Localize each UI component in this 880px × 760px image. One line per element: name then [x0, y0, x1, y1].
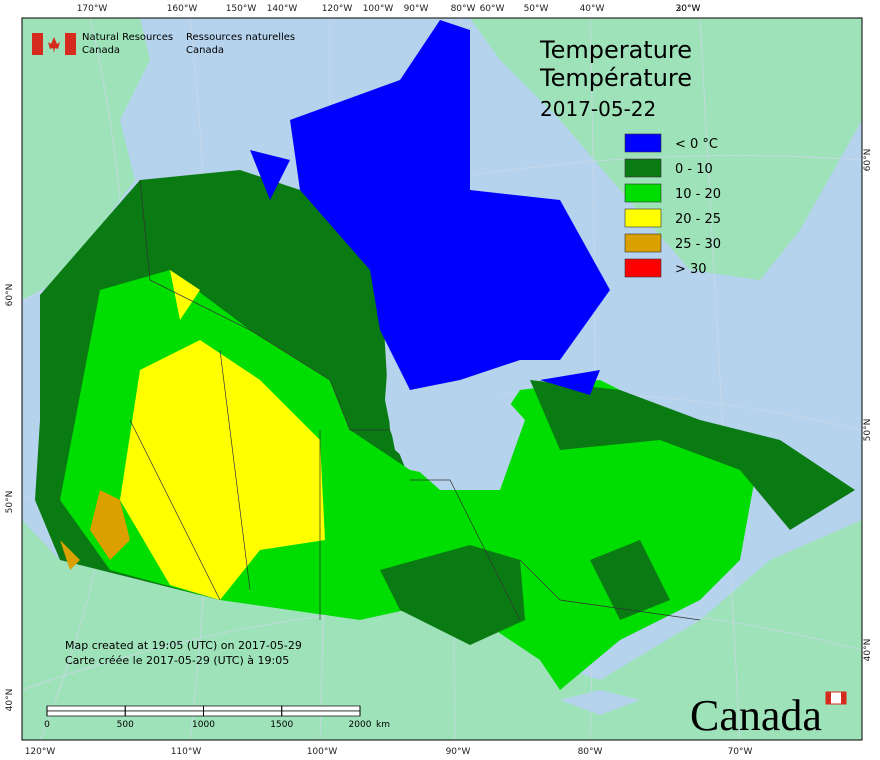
map-title: 2017-05-22: [540, 97, 656, 121]
legend-label: < 0 °C: [675, 137, 718, 152]
lon-label: 100°W: [307, 747, 338, 757]
zone-below-0: [250, 20, 610, 395]
lat-label: 50°N: [5, 491, 15, 514]
agency-en: Canada: [82, 45, 120, 56]
lon-label: 170°W: [77, 4, 108, 14]
lon-label: 110°W: [171, 747, 202, 757]
scale-segment: [203, 710, 283, 717]
legend-label: 0 - 10: [675, 162, 713, 177]
map-title: Température: [539, 64, 692, 92]
alaska: [22, 18, 150, 300]
agency-fr: Ressources naturelles: [186, 32, 295, 43]
lon-label: 80°W: [578, 747, 603, 757]
wordmark-flag: [826, 692, 831, 704]
lon-label: 30°W: [676, 4, 701, 14]
scale-label: 1000: [192, 720, 215, 730]
lon-label: 160°W: [167, 4, 198, 14]
maple-leaf: [48, 37, 60, 53]
scale-segment: [46, 705, 126, 712]
scale-label: 500: [117, 720, 134, 730]
lat-label: 60°N: [863, 149, 873, 172]
scale-segment: [46, 710, 126, 717]
lon-label: 150°W: [226, 4, 257, 14]
map-frame: [21, 17, 863, 741]
lon-label: 140°W: [267, 4, 298, 14]
greenland: [470, 18, 862, 280]
lat-label: 50°N: [863, 419, 873, 442]
scale-segment: [203, 705, 283, 712]
lat-label: 40°N: [863, 639, 873, 662]
agency-fr: Canada: [186, 45, 224, 56]
wordmark-flag: [841, 692, 846, 704]
boundaries: [129, 179, 701, 621]
scale-segment: [124, 710, 204, 717]
map-title: Temperature: [539, 36, 692, 64]
scale-segment: [281, 705, 361, 712]
lon-label: 80°W: [451, 4, 476, 14]
scale-label: 0: [44, 720, 50, 730]
legend-label: 25 - 30: [675, 237, 721, 252]
legend-swatch: [624, 133, 662, 153]
scale-unit: km: [376, 720, 390, 730]
zone-0-10: [380, 380, 855, 645]
lat-label: 60°N: [5, 284, 15, 307]
lon-label: 50°W: [524, 4, 549, 14]
legend-swatch: [624, 258, 662, 278]
zone-20-25: [120, 270, 325, 600]
legend-label: 20 - 25: [675, 212, 721, 227]
lon-label: 60°W: [480, 4, 505, 14]
lon-label: 120°W: [322, 4, 353, 14]
legend-swatch: [624, 183, 662, 203]
zone-25-30: [60, 490, 130, 570]
lon-label: 90°W: [446, 747, 471, 757]
lon-label: 100°W: [363, 4, 394, 14]
legend-swatch: [624, 233, 662, 253]
map-body: [21, 17, 863, 741]
lon-label: 70°W: [728, 747, 753, 757]
lon-label: 90°W: [404, 4, 429, 14]
agency-en: Natural Resources: [82, 32, 173, 43]
lon-label: 120°W: [25, 747, 56, 757]
scale-label: 2000: [349, 720, 372, 730]
scale-segment: [124, 705, 204, 712]
legend-label: 10 - 20: [675, 187, 721, 202]
lon-label: 20°W: [676, 4, 701, 14]
scale-segment: [281, 710, 361, 717]
legend-swatch: [624, 158, 662, 178]
legend-label: > 30: [675, 262, 707, 277]
hudson-bay: [385, 330, 640, 715]
legend-swatch: [624, 208, 662, 228]
map-note: Map created at 19:05 (UTC) on 2017-05-29: [65, 639, 302, 652]
lon-label: 40°W: [580, 4, 605, 14]
lat-label: 40°N: [5, 689, 15, 712]
flag-bar: [65, 33, 76, 55]
wordmark: Canada: [690, 691, 822, 740]
flag-bar: [32, 33, 43, 55]
map-note: Carte créée le 2017-05-29 (UTC) à 19:05: [65, 654, 289, 667]
scale-label: 1500: [270, 720, 293, 730]
